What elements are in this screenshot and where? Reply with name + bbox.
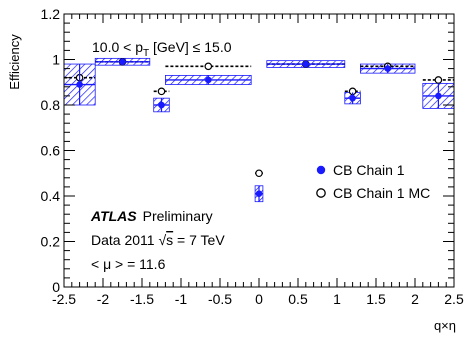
x-tick-label: -2.5 xyxy=(52,291,76,307)
x-tick-label: 2.5 xyxy=(444,291,464,307)
plot-frame xyxy=(63,13,455,288)
legend-label-data: CB Chain 1 xyxy=(333,162,405,178)
legend: CB Chain 1 CB Chain 1 MC xyxy=(316,162,430,201)
mc-point xyxy=(204,62,213,71)
x-tick-label: 1 xyxy=(333,291,341,307)
y-tick-label: 0.8 xyxy=(41,97,61,113)
data-energy-label: Data 2011 √s = 7 TeV xyxy=(91,232,225,248)
legend-marker-data xyxy=(316,165,326,175)
data-point xyxy=(435,92,442,100)
y-tick-label: 0.4 xyxy=(41,188,61,204)
data-point xyxy=(119,58,126,66)
data-point xyxy=(158,101,165,109)
mc-point xyxy=(255,169,263,178)
x-tick-label: 0.5 xyxy=(288,291,308,307)
y-tick-label: 0.6 xyxy=(41,143,61,159)
data-point xyxy=(205,76,212,84)
pileup-label: < μ > = 11.6 xyxy=(91,256,166,272)
atlas-label: ATLAS Preliminary xyxy=(90,208,213,224)
x-tick-label: 1.5 xyxy=(366,291,386,307)
x-tick-label: 0 xyxy=(255,291,263,307)
data-point xyxy=(384,65,392,72)
x-tick-label: -2 xyxy=(97,291,110,307)
data-point xyxy=(76,81,83,88)
legend-marker-mc xyxy=(316,188,326,198)
mc-point xyxy=(434,76,443,84)
y-tick-label: 1 xyxy=(52,52,60,68)
y-tick-label: 1.2 xyxy=(41,6,61,22)
x-axis-label: q×η xyxy=(434,318,456,333)
x-tick-label: -0.5 xyxy=(208,291,232,307)
data-point xyxy=(255,190,263,198)
data-point xyxy=(302,60,310,68)
x-tick-label: 2 xyxy=(411,291,419,307)
mc-point xyxy=(157,87,166,96)
x-tick-label: -1.5 xyxy=(130,291,154,307)
data-point xyxy=(349,94,356,102)
pt-range-label: 10.0 < pT [GeV] ≤ 15.0 xyxy=(92,39,232,59)
y-axis-label: Efficiency xyxy=(7,34,22,90)
legend-label-mc: CB Chain 1 MC xyxy=(333,185,430,201)
x-tick-label: -1 xyxy=(175,291,188,307)
y-tick-label: 0.2 xyxy=(41,234,61,250)
y-tick-label: 0 xyxy=(52,279,60,295)
